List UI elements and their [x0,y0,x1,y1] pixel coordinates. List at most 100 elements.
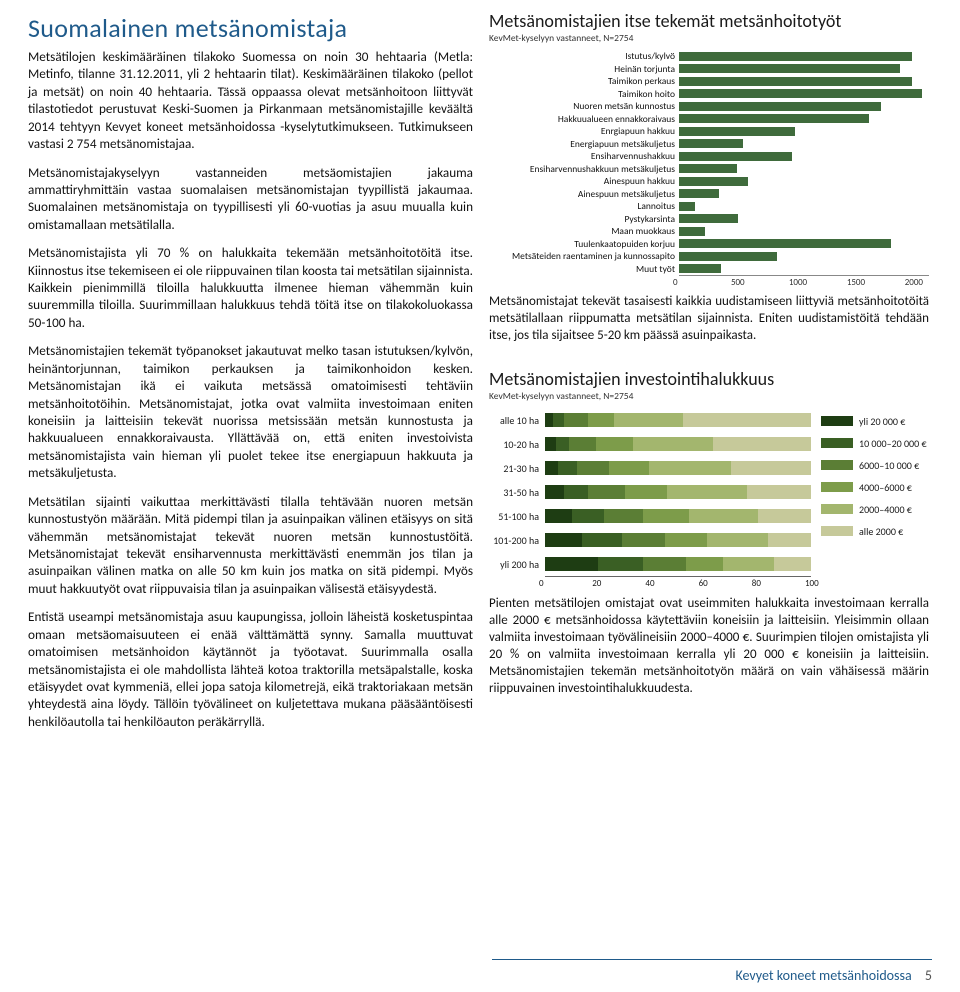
chart-1-row: Nuoren metsän kunnostus [489,100,929,113]
chart-2-body: alle 10 ha 10-20 ha 21-30 ha 31-50 ha 51-100… [489,408,929,590]
chart-2-row: 21-30 ha [489,456,811,480]
chart-2-tick: 80 [752,578,761,589]
chart-1-caption: Metsänomistajat tekevät tasaisesti kaikk… [489,294,929,345]
chart-1-row: Maan muokkaus [489,225,929,238]
chart-1-bar [679,252,777,261]
legend-swatch [821,416,853,426]
chart-1-bar [679,189,719,198]
chart-1-tick: 500 [731,277,789,288]
chart-2-segment [569,437,596,451]
chart-2-segment [545,557,598,571]
chart-1-row-label: Ensiharvennushakkuun metsäkuljetus [489,163,679,175]
chart-1-row: Hakkuualueen ennakkoraivaus [489,112,929,125]
chart-1-bar [679,214,738,223]
chart-2-segment [758,509,811,523]
chart-1-tick: 2000 [905,277,923,288]
chart-1-row: Muut työt [489,262,929,275]
chart-2-segment [545,413,553,427]
chart-2-segment [588,413,615,427]
chart-2-segment [686,557,723,571]
chart-2-tick: 20 [592,578,601,589]
chart-2-row-label: alle 10 ha [489,414,545,427]
chart-2-row: 51-100 ha [489,504,811,528]
chart-1-bar [679,264,721,273]
chart-1-bar [679,139,743,148]
chart-2-row-label: 51-100 ha [489,510,545,523]
chart-2-segment [667,485,747,499]
chart-1-row: Energiapuun metsäkuljetus [489,137,929,150]
chart-1-row: Enrgiapuun hakkuu [489,125,929,138]
chart-2-segment [643,509,688,523]
chart-1-row: Metsäteiden raentaminen ja kunnossapito [489,250,929,263]
chart-2-segment [622,533,665,547]
chart-2-segment [556,437,569,451]
chart-2-segment [582,533,622,547]
legend-item: 4000–6000 € [821,476,929,498]
chart-1-row: Tuulenkaatopuiden korjuu [489,237,929,250]
paragraph: Metsänomistajien tekemät työpanokset jak… [28,342,473,481]
body-text: Metsätilojen keskimääräinen tilakoko Suo… [28,48,473,730]
chart-2-tick: 0 [539,578,544,589]
legend-label: yli 20 000 € [859,415,905,428]
chart-1-row-label: Muut työt [489,263,679,275]
chart-2-plot: alle 10 ha 10-20 ha 21-30 ha 31-50 ha 51-100… [489,408,811,590]
legend-swatch [821,438,853,448]
chart-1-plot: Istutus/kylvöHeinän torjuntaTaimikon per… [489,50,929,275]
chart-1-bar [679,52,912,61]
chart-1-bar [679,64,900,73]
chart-2-segment [614,413,683,427]
chart-1-tick: 1000 [789,277,847,288]
chart-1-row: Ensiharvennushakkuu [489,150,929,163]
chart-2-segment [596,437,633,451]
chart-2-row-label: 10-20 ha [489,438,545,451]
footer: Kevyet koneet metsänhoidossa 5 [735,967,932,984]
chart-1-row-label: Heinän torjunta [489,63,679,75]
chart-2-segment [665,533,708,547]
chart-2-segment [713,437,811,451]
chart-2-segment [683,413,811,427]
legend-label: 10 000–20 000 € [859,437,927,450]
chart-2-segment [564,485,588,499]
chart-2-segment [588,485,625,499]
legend-swatch [821,526,853,536]
chart-1-bar [679,164,737,173]
chart-2-axis: 020406080100 [545,576,811,590]
chart-1-row: Taimikon hoito [489,87,929,100]
chart-2-segment [558,461,577,475]
chart-2-subtitle: KevMet-kyselyyn vastanneet, N=2754 [489,390,929,402]
chart-2-caption: Pienten metsätilojen omistajat ovat usei… [489,596,929,697]
chart-2-segment [768,533,811,547]
chart-1-row: Heinän torjunta [489,62,929,75]
chart-2-segment [707,533,768,547]
chart-2-segment [643,557,686,571]
chart-2-segment [649,461,731,475]
chart-2-segment [545,485,564,499]
chart-2-segment [564,413,588,427]
chart-1-title: Metsänomistajien itse tekemät metsänhoit… [489,12,929,32]
chart-2-segment [609,461,649,475]
chart-2-segment [553,413,564,427]
chart-2-tick: 40 [645,578,654,589]
chart-2-row: 31-50 ha [489,480,811,504]
legend-label: 2000–4000 € [859,503,912,516]
chart-1-bar [679,177,748,186]
chart-1-row-label: Enrgiapuun hakkuu [489,125,679,137]
chart-2-row: 10-20 ha [489,432,811,456]
chart-1-row: Ainespuun metsäkuljetus [489,187,929,200]
chart-2-segment [731,461,811,475]
chart-2-segment [545,509,572,523]
chart-2-row-label: 21-30 ha [489,462,545,475]
chart-1-row-label: Ainespuun hakkuu [489,175,679,187]
chart-1-bar [679,114,869,123]
chart-1-row-label: Pystykarsinta [489,213,679,225]
page: Suomalainen metsänomistaja Metsätilojen … [0,0,960,749]
legend-swatch [821,482,853,492]
legend-swatch [821,504,853,514]
chart-1-bar [679,202,695,211]
chart-1-axis: 0500100015002000 [679,275,929,288]
chart-2-segment [572,509,604,523]
chart-2-tick: 60 [699,578,708,589]
chart-1-bar [679,89,922,98]
chart-1-row: Pystykarsinta [489,212,929,225]
chart-2-row-label: 101-200 ha [489,534,545,547]
